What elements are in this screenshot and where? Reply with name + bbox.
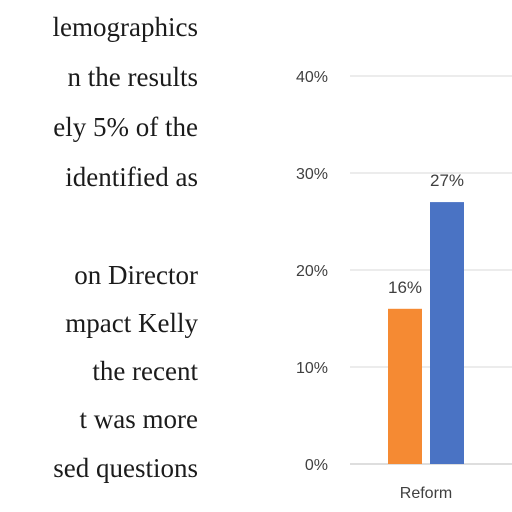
y-tick-label: 40% [296,69,328,86]
text-line: on Director [74,260,198,290]
text-line: ely 5% of the [53,112,198,142]
paper-text-column: lemographics n the results ely 5% of the id… [0,0,210,512]
bar-data-label: 27% [430,171,464,190]
text-line: mpact Kelly [65,308,198,338]
category-label: Reform [400,485,452,502]
bars: 16% 27% [388,171,464,464]
y-tick-label: 0% [305,457,328,474]
bar [430,202,464,464]
text-line: sed questions [53,453,198,483]
x-axis: Reform [400,485,452,502]
bar [388,308,422,464]
y-tick-label: 30% [296,166,328,183]
y-tick-label: 20% [296,263,328,280]
text-line: t was more [79,404,198,434]
y-tick-label: 10% [296,360,328,377]
text-line: the recent [92,356,198,386]
text-line: n the results [67,62,198,92]
bar-chart: 0% 10% 20% 30% 40% 16% 27% Reform [296,69,512,502]
bar-data-label: 16% [388,278,422,297]
text-line: identified as [65,162,198,192]
y-axis: 0% 10% 20% 30% 40% [296,69,328,474]
text-line: lemographics [52,12,198,42]
